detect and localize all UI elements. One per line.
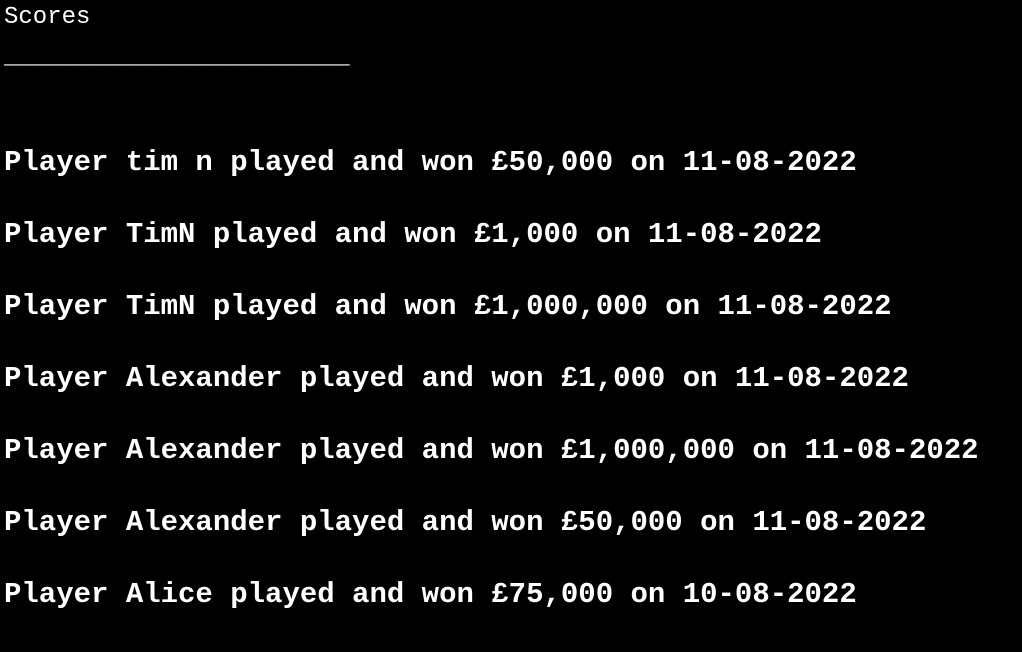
score-list: Player tim n played and won £50,000 on 1… [4,148,979,652]
terminal-window: Scores ________________________ Player t… [4,0,1018,628]
title-divider: ________________________ [4,44,350,71]
score-line: Player Alexander played and won £1,000 o… [4,362,909,395]
score-line: Player tim n played and won £50,000 on 1… [4,146,857,179]
score-line: Player TimN played and won £1,000,000 on… [4,290,892,323]
score-line: Player TimN played and won £1,000 on 11-… [4,218,822,251]
score-line: Player Alice played and won £75,000 on 1… [4,578,857,611]
score-line: Player Alexander played and won £1,000,0… [4,434,979,467]
scores-title: Scores [4,4,91,31]
score-line: Player Alexander played and won £50,000 … [4,506,927,539]
